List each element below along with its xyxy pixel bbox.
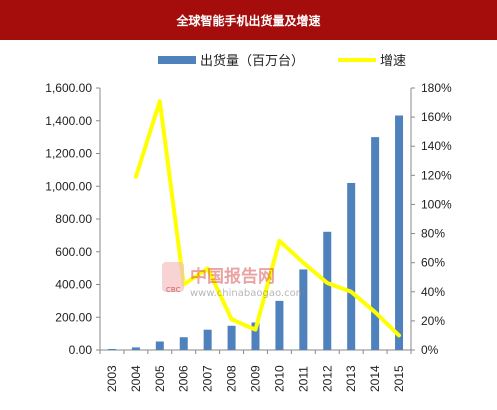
x-tick-label: 2008 (225, 365, 239, 392)
bar (299, 269, 308, 350)
right-tick-label: 0% (421, 343, 439, 357)
x-tick-label: 2011 (296, 366, 310, 392)
right-tick-label: 100% (421, 197, 452, 211)
bar (155, 341, 164, 350)
left-tick-label: 400.00 (55, 278, 92, 292)
legend-bar-label: 出货量（百万台） (200, 53, 304, 69)
x-tick-label: 2010 (272, 365, 286, 392)
bar (131, 347, 140, 350)
left-tick-label: 1,400.00 (45, 114, 92, 128)
watermark-url: www.chinabaogao.com (190, 288, 305, 299)
left-tick-label: 800.00 (55, 212, 92, 226)
bar (395, 115, 404, 350)
bar (251, 322, 260, 350)
x-tick-label: 2014 (368, 365, 382, 392)
right-tick-label: 140% (421, 139, 452, 153)
right-tick-label: 120% (421, 168, 452, 182)
x-tick-label: 2012 (320, 365, 334, 392)
bar (107, 349, 116, 350)
x-tick-label: 2013 (344, 365, 358, 392)
left-tick-label: 1,600.00 (45, 81, 92, 95)
watermark-logo-icon (162, 262, 184, 292)
x-tick-label: 2004 (129, 365, 143, 392)
x-tick-label: 2005 (153, 365, 167, 392)
left-tick-label: 200.00 (55, 310, 92, 324)
watermark: CBC 中国报告网 www.chinabaogao.com (162, 262, 305, 299)
bar (347, 182, 356, 350)
x-tick-label: 2006 (177, 365, 191, 392)
left-tick-label: 1,200.00 (45, 147, 92, 161)
plot-area: 0.00 200.00 400.00 600.00 800.00 1,000.00 1,20… (45, 81, 452, 392)
bar (275, 300, 284, 350)
left-tick-label: 600.00 (55, 245, 92, 259)
x-tick-label: 2007 (201, 365, 215, 392)
legend-line-label: 增速 (380, 54, 406, 69)
right-tick-label: 180% (421, 81, 452, 95)
watermark-logo-text: CBC (166, 286, 181, 294)
watermark-text: 中国报告网 (190, 266, 275, 287)
bar (323, 231, 332, 350)
left-tick-label: 0.00 (69, 343, 93, 357)
x-tick-label: 2015 (392, 365, 406, 392)
right-tick-label: 160% (421, 110, 452, 124)
x-tick-label: 2003 (105, 365, 119, 392)
bar (179, 337, 188, 350)
right-tick-label: 40% (421, 285, 445, 299)
right-tick-label: 60% (421, 256, 445, 270)
bar (203, 329, 212, 350)
legend: 出货量（百万台） 增速 (158, 53, 406, 69)
right-tick-label: 20% (421, 314, 445, 328)
left-tick-label: 1,000.00 (45, 179, 92, 193)
chart-title: 全球智能手机出货量及增速 (0, 0, 497, 40)
right-tick-label: 80% (421, 227, 445, 241)
bar (227, 325, 236, 350)
legend-bar-swatch (158, 56, 196, 64)
bar (371, 137, 380, 350)
x-tick-label: 2009 (249, 365, 263, 392)
growth-line (133, 99, 401, 338)
